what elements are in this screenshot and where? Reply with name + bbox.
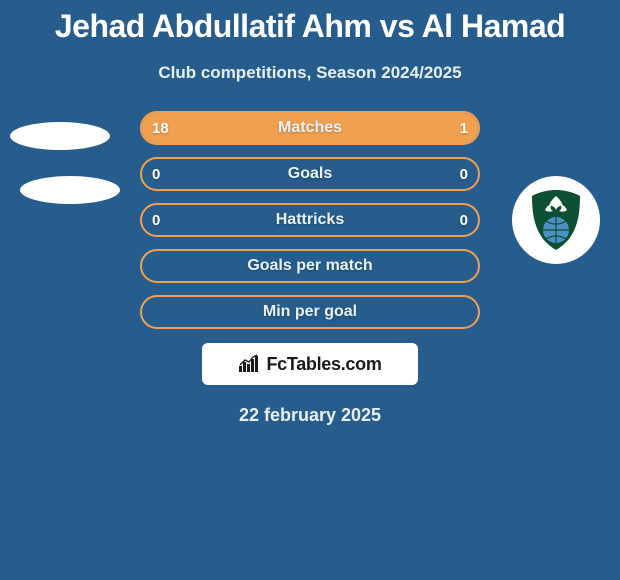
subtitle: Club competitions, Season 2024/2025 [0, 63, 620, 83]
stat-row: Hattricks0 0 [0, 203, 620, 237]
stat-bar: Goals0 0 [140, 157, 480, 191]
stat-label: Goals per match [142, 251, 478, 281]
stat-bar: Hattricks0 0 [140, 203, 480, 237]
stat-rows: Matches181Goals00Hattricks00Goals per ma… [0, 111, 620, 329]
stat-value-left: 18 [152, 113, 169, 143]
stat-row: Min per goal [0, 295, 620, 329]
page-title: Jehad Abdullatif Ahm vs Al Hamad [0, 8, 620, 45]
stat-bar: Min per goal [140, 295, 480, 329]
stat-value-left: 0 [152, 159, 160, 189]
stat-value-right: 0 [460, 159, 468, 189]
stat-label: Hattricks [142, 205, 478, 235]
stat-label: Goals [142, 159, 478, 189]
brand-badge: FcTables.com [202, 343, 418, 385]
stat-label: Min per goal [142, 297, 478, 327]
stat-row: Matches181 [0, 111, 620, 145]
stat-row: Goals per match [0, 249, 620, 283]
footer-date: 22 february 2025 [0, 405, 620, 426]
stat-row: Goals0 0 [0, 157, 620, 191]
stat-value-right: 1 [460, 113, 468, 143]
stat-bar: Goals per match [140, 249, 480, 283]
stat-value-right: 0 [460, 205, 468, 235]
comparison-card: Jehad Abdullatif Ahm vs Al Hamad Club co… [0, 0, 620, 580]
stat-value-left: 0 [152, 205, 160, 235]
stat-bar-fill-left [142, 113, 464, 143]
stat-bar: Matches181 [140, 111, 480, 145]
bar-chart-icon [238, 354, 260, 374]
brand-label: FcTables.com [266, 354, 381, 375]
